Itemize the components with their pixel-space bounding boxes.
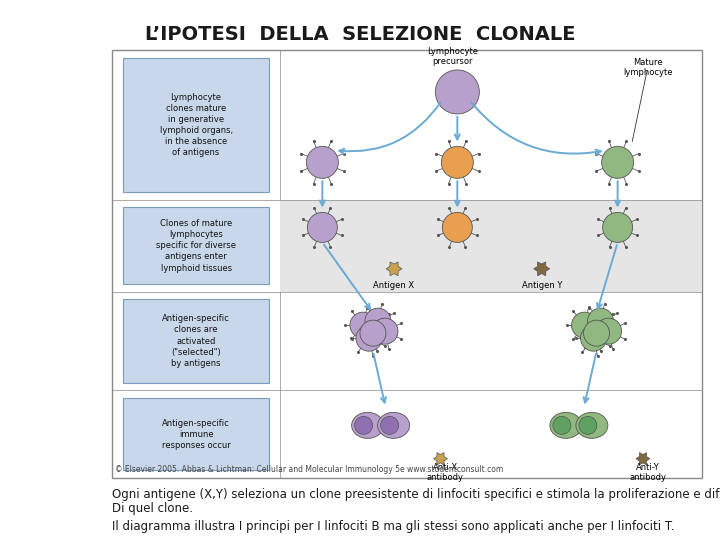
Text: Ogni antigene (X,Y) seleziona un clone preesistente di linfociti specifici e sti: Ogni antigene (X,Y) seleziona un clone p… (112, 488, 720, 501)
Text: Anti-X
antibody: Anti-X antibody (427, 463, 464, 482)
Circle shape (588, 308, 613, 334)
Circle shape (372, 318, 398, 344)
FancyBboxPatch shape (123, 58, 269, 192)
Polygon shape (636, 453, 650, 465)
Circle shape (355, 416, 373, 434)
Text: Mature
lymphocyte: Mature lymphocyte (623, 58, 672, 77)
Circle shape (436, 70, 480, 114)
Polygon shape (534, 262, 549, 276)
Text: Lymphocyte
clones mature
in generative
lymphoid organs,
in the absence
of antige: Lymphocyte clones mature in generative l… (160, 93, 233, 157)
Circle shape (381, 416, 399, 434)
Text: Clones of mature
lymphocytes
specific for diverse
antigens enter
lymphoid tissue: Clones of mature lymphocytes specific fo… (156, 219, 236, 273)
Text: Antigen-specific
clones are
activated
("selected")
by antigens: Antigen-specific clones are activated ("… (162, 314, 230, 368)
Text: Anti-Y
antibody: Anti-Y antibody (629, 463, 667, 482)
Ellipse shape (377, 413, 410, 438)
Text: Antigen X: Antigen X (374, 281, 415, 290)
Circle shape (356, 325, 382, 351)
Circle shape (572, 312, 598, 338)
Circle shape (580, 325, 606, 351)
Text: Il diagramma illustra I principi per I linfociti B ma gli stessi sono applicati : Il diagramma illustra I principi per I l… (112, 520, 675, 533)
Circle shape (441, 146, 473, 178)
Circle shape (306, 146, 338, 178)
Ellipse shape (550, 413, 582, 438)
Text: Antigen-specific
immune
responses occur: Antigen-specific immune responses occur (162, 418, 230, 450)
Polygon shape (386, 262, 402, 276)
Circle shape (579, 416, 597, 434)
Circle shape (365, 308, 391, 334)
FancyBboxPatch shape (123, 299, 269, 383)
Text: Lymphocyte
precursor: Lymphocyte precursor (427, 46, 478, 66)
Text: © Elsevier 2005. Abbas & Lichtman: Cellular and Molecular Immunology 5e www.stud: © Elsevier 2005. Abbas & Lichtman: Cellu… (115, 465, 503, 474)
Text: Di quel clone.: Di quel clone. (112, 502, 193, 515)
Ellipse shape (351, 413, 384, 438)
Ellipse shape (576, 413, 608, 438)
Circle shape (602, 146, 634, 178)
FancyBboxPatch shape (123, 207, 269, 284)
Circle shape (595, 318, 621, 344)
Circle shape (350, 312, 376, 338)
Polygon shape (433, 453, 447, 465)
Circle shape (583, 320, 610, 346)
Circle shape (442, 212, 472, 242)
Circle shape (307, 212, 338, 242)
Circle shape (360, 320, 386, 346)
Text: L’IPOTESI  DELLA  SELEZIONE  CLONALE: L’IPOTESI DELLA SELEZIONE CLONALE (145, 25, 575, 44)
Bar (112, 50, 702, 478)
FancyBboxPatch shape (123, 398, 269, 470)
Circle shape (603, 212, 633, 242)
Bar (280, 200, 702, 292)
Text: Antigen Y: Antigen Y (521, 281, 562, 290)
Circle shape (553, 416, 571, 434)
